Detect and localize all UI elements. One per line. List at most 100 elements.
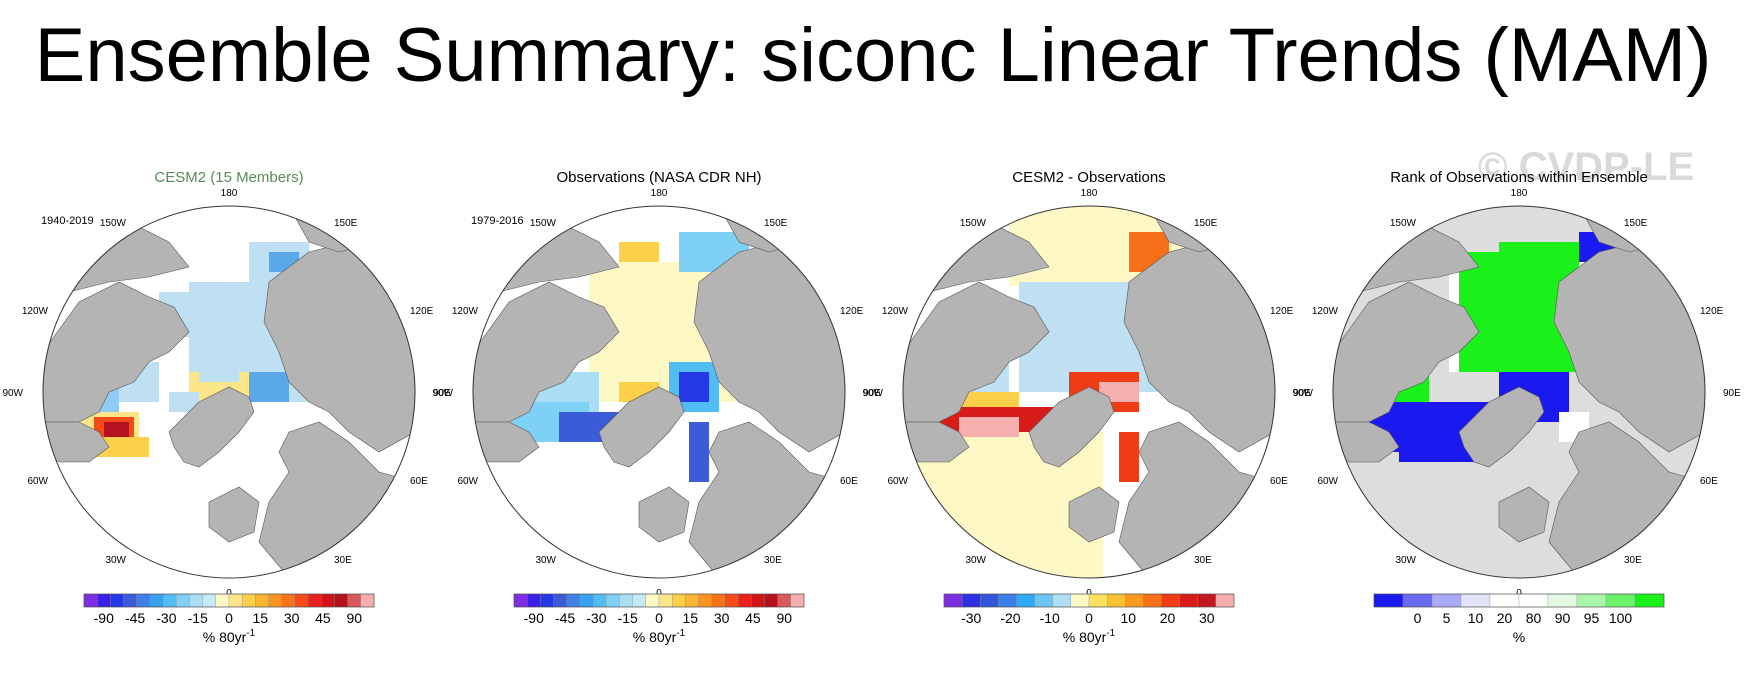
colorbar-swatch xyxy=(1197,593,1217,608)
colorbar-tick-label: 0 xyxy=(655,610,663,626)
colorbar-swatch xyxy=(176,593,190,608)
colorbar-tick-label: 20 xyxy=(1160,610,1176,626)
colorbar-swatch xyxy=(242,593,256,608)
lon-label-bottom: 0 xyxy=(656,588,662,599)
lon-label-top_right: 150E xyxy=(1624,218,1648,229)
colorbar-tick-label: 90 xyxy=(1555,610,1571,626)
lon-label-top: 180 xyxy=(221,188,238,199)
lon-label-bottom: 0 xyxy=(1516,588,1522,599)
colorbar-swatch xyxy=(123,593,137,608)
colorbar-swatch xyxy=(540,593,554,608)
colorbar-swatch xyxy=(980,593,999,608)
colorbar-swatch xyxy=(1016,593,1035,608)
colorbar-swatch xyxy=(998,593,1017,608)
lon-label-right: 90E xyxy=(433,388,451,399)
colorbar-swatch xyxy=(527,593,541,608)
colorbar-swatch xyxy=(334,593,348,608)
colorbar-swatch xyxy=(294,593,309,608)
trend-region-obs-7 xyxy=(679,372,709,402)
colorbar-swatch xyxy=(1088,593,1108,608)
land-mass-diff-5 xyxy=(1068,486,1120,543)
colorbar-swatch xyxy=(632,593,646,608)
lon-label-bottom_right: 30E xyxy=(1624,555,1642,566)
lon-label-left: 90W xyxy=(862,388,883,399)
colorbar-swatch xyxy=(215,593,230,608)
colorbar-units-diff: % 80yr-1 xyxy=(1063,628,1116,645)
trend-region-diff-6 xyxy=(959,417,1019,437)
colorbar-units-obs: % 80yr-1 xyxy=(633,628,686,645)
colorbar-tick-label: 5 xyxy=(1443,610,1451,626)
colorbar-tick-label: -30 xyxy=(156,610,176,626)
lon-label-top_left: 150W xyxy=(100,218,127,229)
colorbar-tick-label: 30 xyxy=(284,610,300,626)
lon-label-lower_right: 60E xyxy=(840,476,858,487)
colorbar-tick-label: -15 xyxy=(618,610,638,626)
colorbar-swatch xyxy=(566,593,581,608)
colorbar-swatch xyxy=(685,593,699,608)
polar-map-rank xyxy=(1333,206,1705,578)
colorbar-obs: -90 -45 -30 -15 0 15 30 45 90 % 80yr-1 xyxy=(513,593,805,645)
colorbar-swatch xyxy=(1034,593,1053,608)
map-border-rank xyxy=(1332,205,1706,579)
colorbar-swatch xyxy=(645,593,660,608)
colorbar-swatch xyxy=(162,593,177,608)
map-border-diff xyxy=(902,205,1276,579)
land-mass-cesm2-5 xyxy=(208,486,260,543)
colorbar-diff: -30 -20 -10 0 10 20 30 % 80yr-1 xyxy=(943,593,1235,645)
colorbar-swatch xyxy=(1161,593,1180,608)
polar-map-obs xyxy=(473,206,845,578)
lon-label-lower_right: 60E xyxy=(410,476,428,487)
colorbar-swatch xyxy=(724,593,739,608)
colorbar-swatch xyxy=(619,593,633,608)
colorbar-swatch xyxy=(698,593,712,608)
colorbar-swatch xyxy=(790,593,805,608)
colorbar-tick-label: 100 xyxy=(1609,610,1633,626)
colorbar-swatch xyxy=(1215,593,1235,608)
colorbar-swatch xyxy=(1547,593,1578,608)
colorbar-swatch xyxy=(255,593,269,608)
land-mass-obs-5 xyxy=(638,486,690,543)
colorbar-tick-label: -20 xyxy=(1000,610,1020,626)
colorbar-swatch xyxy=(513,593,528,608)
trend-region-rank-3 xyxy=(1499,242,1579,282)
lon-label-bottom: 0 xyxy=(1086,588,1092,599)
trend-region-cesm2-12 xyxy=(169,392,199,412)
lon-label-bottom: 0 xyxy=(226,588,232,599)
colorbar-swatch xyxy=(97,593,111,608)
land-mass-obs-0 xyxy=(473,281,620,423)
trend-region-diff-10 xyxy=(1119,432,1139,482)
colorbar-swatch xyxy=(553,593,567,608)
lon-label-right: 90E xyxy=(1723,388,1741,399)
lon-label-right: 90E xyxy=(1293,388,1311,399)
lon-label-bottom_left: 30W xyxy=(965,555,986,566)
colorbar-swatch xyxy=(1106,593,1126,608)
colorbar-swatch xyxy=(1125,593,1144,608)
colorbar-swatch xyxy=(1576,593,1607,608)
colorbar-swatch xyxy=(189,593,203,608)
colorbar-tick-label: 45 xyxy=(745,610,761,626)
colorbar-swatch xyxy=(961,593,981,608)
colorbar-swatch xyxy=(672,593,686,608)
land-mass-rank-0 xyxy=(1333,281,1480,423)
colorbar-tick-label: 90 xyxy=(346,610,362,626)
colorbar-swatch xyxy=(360,593,375,608)
colorbar-units-rank: % xyxy=(1513,629,1525,645)
colorbar-tick-label: 80 xyxy=(1526,610,1542,626)
lon-label-bottom_left: 30W xyxy=(1395,555,1416,566)
colorbar-tick-label: -45 xyxy=(125,610,145,626)
colorbar-swatch xyxy=(268,593,282,608)
colorbar-swatch xyxy=(1518,593,1549,608)
colorbar-tick-label: 45 xyxy=(315,610,331,626)
colorbar-swatch xyxy=(228,593,243,608)
colorbar-swatch xyxy=(110,593,124,608)
lon-label-bottom_right: 30E xyxy=(764,555,782,566)
colorbar-swatch xyxy=(1460,593,1491,608)
colorbar-tick-label: -30 xyxy=(961,610,981,626)
colorbar-swatch xyxy=(1402,593,1433,608)
lon-label-left: 90W xyxy=(1292,388,1313,399)
colorbar-swatch xyxy=(658,593,673,608)
lon-label-left: 90W xyxy=(432,388,453,399)
lon-label-bottom_left: 30W xyxy=(105,555,126,566)
trend-region-cesm2-13 xyxy=(199,352,239,382)
